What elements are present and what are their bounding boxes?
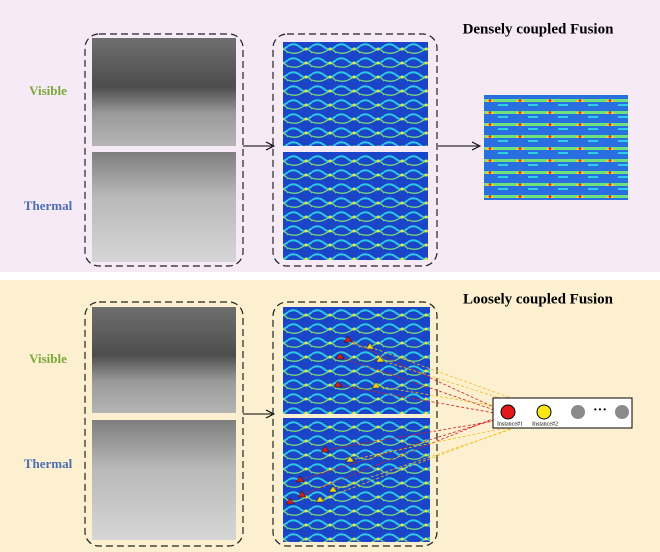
instance-node (536, 404, 552, 420)
instance-node (500, 404, 516, 420)
arrow (438, 141, 482, 151)
group-box (84, 301, 244, 547)
ellipsis: ··· (593, 403, 607, 418)
arrow (243, 141, 276, 151)
visible-image (92, 307, 236, 413)
thermal-image (92, 152, 236, 262)
modality-label: Visible (29, 351, 67, 366)
fused-map (484, 95, 628, 200)
feature-map (283, 307, 430, 414)
thermal-image (92, 420, 236, 540)
group-box (84, 33, 244, 267)
connections (299, 339, 545, 501)
feature-map (283, 152, 428, 260)
panel-title: Loosely coupled Fusion (463, 291, 614, 307)
group-box (272, 301, 438, 547)
panel-title: Densely coupled Fusion (463, 21, 615, 37)
instance-box (492, 397, 633, 429)
visible-image (92, 38, 236, 146)
keypoints (285, 335, 385, 505)
group-box (272, 33, 438, 267)
feature-map (283, 418, 430, 542)
modality-label: Thermal (24, 456, 73, 471)
modality-label: Thermal (24, 198, 73, 213)
feature-map (283, 42, 428, 146)
instance-node (571, 405, 585, 419)
arrow (243, 409, 276, 419)
instance-label: Instance#1 (497, 421, 523, 427)
modality-label: Visible (29, 83, 67, 98)
instance-label: Instance#2 (532, 421, 558, 427)
instance-node (615, 405, 629, 419)
